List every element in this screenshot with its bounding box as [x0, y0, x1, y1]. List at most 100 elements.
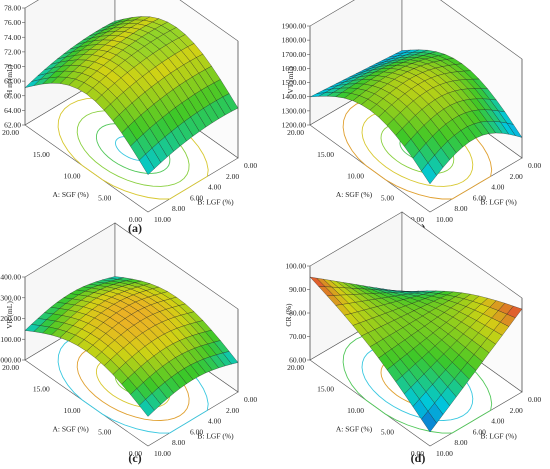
z-axis-label: CR (%) — [284, 303, 293, 327]
y-tick-label: 6.00 — [473, 427, 486, 436]
y-axis-label: B: LGF (%) — [197, 431, 234, 440]
z-tick-label: 1100.00 — [0, 335, 21, 344]
y-tick-label: 2.00 — [226, 172, 239, 181]
surface-mesh — [24, 276, 239, 417]
panel-caption: (c) — [128, 451, 141, 465]
x-axis-label: A: SGF (%) — [336, 424, 373, 433]
y-tick-label: 0.00 — [528, 395, 541, 404]
x-tick-label: 20.00 — [2, 128, 19, 137]
surface-cell — [421, 162, 437, 185]
y-tick-label: 4.00 — [208, 417, 221, 426]
z-tick-label: 1700.00 — [282, 50, 307, 59]
y-axis-label: B: LGF (%) — [480, 431, 517, 440]
y-tick-label: 4.00 — [491, 183, 504, 192]
z-tick-label: 76.00 — [4, 18, 21, 27]
z-axis-label: H m (mL) — [5, 64, 14, 95]
y-tick-label: 6.00 — [190, 193, 203, 202]
surface-mesh — [24, 16, 239, 175]
y-tick-label: 2.00 — [510, 172, 523, 181]
x-tick-label: 0.00 — [411, 449, 424, 458]
z-tick-label: 80.00 — [289, 309, 306, 318]
y-tick-label: 4.00 — [208, 183, 221, 192]
y-tick-label: 8.00 — [172, 204, 185, 213]
z-axis-label: VT (mL) — [286, 66, 295, 94]
z-tick-label: 1300.00 — [282, 106, 307, 115]
y-tick-label: 2.00 — [510, 406, 523, 415]
x-tick-label: 0.00 — [129, 215, 142, 224]
z-tick-label: 1400.00 — [282, 92, 307, 101]
x-tick-label: 0.00 — [411, 215, 424, 224]
contour-line — [76, 110, 190, 187]
z-tick-label: 64.00 — [4, 106, 21, 115]
surface-cell — [138, 399, 155, 417]
y-tick-label: 10.00 — [154, 215, 171, 224]
x-tick-label: 15.00 — [33, 385, 50, 394]
z-tick-label: 70.00 — [4, 62, 21, 71]
y-tick-label: 8.00 — [454, 204, 467, 213]
contour-line — [57, 97, 209, 200]
x-tick-label: 20.00 — [287, 363, 304, 372]
x-tick-label: 10.00 — [347, 172, 364, 181]
z-tick-label: 70.00 — [289, 332, 306, 341]
z-tick-label: 1900.00 — [282, 22, 307, 31]
y-tick-label: 4.00 — [491, 417, 504, 426]
panel-caption: (d) — [411, 451, 426, 465]
z-tick-label: 62.00 — [4, 121, 21, 130]
surface-plot-2: 1200.00 1300.00 1400.00 1500.00 1600.00 1700.… — [282, 0, 541, 235]
y-tick-label: 10.00 — [436, 215, 453, 224]
x-tick-label: 20.00 — [287, 128, 304, 137]
z-tick-label: 100.00 — [285, 262, 306, 271]
contour-line — [361, 345, 474, 421]
surface-plot-3: 1000.00 1100.00 1200.00 1300.00 1400.00 VR (m… — [0, 222, 257, 465]
surface-mesh — [309, 49, 523, 185]
z-tick-label: 66.00 — [4, 91, 21, 100]
z-tick-label: 1000.00 — [0, 356, 21, 365]
y-tick-label: 0.00 — [244, 161, 257, 170]
contour-line — [342, 332, 493, 434]
x-tick-label: 10.00 — [64, 406, 81, 415]
x-tick-label: 5.00 — [381, 193, 394, 202]
x-tick-label: 10.00 — [347, 406, 364, 415]
z-tick-label: 1300.00 — [0, 293, 21, 302]
y-tick-label: 0.00 — [244, 395, 257, 404]
contour-line — [361, 110, 474, 187]
z-tick-label: 1800.00 — [282, 36, 307, 45]
x-tick-label: 15.00 — [317, 150, 334, 159]
x-tick-label: 0.00 — [129, 449, 142, 458]
x-axis-label: A: SGF (%) — [336, 190, 373, 199]
surface-cell — [139, 153, 155, 175]
x-tick-label: 15.00 — [33, 150, 50, 159]
z-tick-label: 1600.00 — [282, 64, 307, 73]
x-tick-label: 20.00 — [2, 363, 19, 372]
z-tick-label: 1500.00 — [282, 78, 307, 87]
x-axis-label: A: SGF (%) — [53, 424, 90, 433]
x-axis-label: A: SGF (%) — [53, 190, 90, 199]
y-tick-label: 6.00 — [473, 193, 486, 202]
x-tick-label: 10.00 — [64, 172, 81, 181]
y-tick-label: 8.00 — [454, 438, 467, 447]
surface-mesh — [309, 276, 523, 433]
z-tick-label: 1400.00 — [0, 273, 21, 282]
panel-caption: (a) — [128, 221, 142, 235]
y-tick-label: 0.00 — [528, 161, 541, 170]
surface-plot-1: 62.00 64.00 66.00 68.00 70.00 72.00 74.00 76.00… — [2, 0, 257, 235]
z-tick-label: 72.00 — [4, 47, 21, 56]
y-axis-label: B: LGF (%) — [480, 197, 517, 206]
y-tick-label: 6.00 — [190, 427, 203, 436]
y-tick-label: 10.00 — [436, 449, 453, 458]
z-tick-label: 1200.00 — [0, 314, 21, 323]
x-tick-label: 15.00 — [317, 385, 334, 394]
z-tick-label: 74.00 — [4, 33, 21, 42]
y-tick-label: 10.00 — [154, 449, 171, 458]
surface-plot-4: 60.00 70.00 80.00 90.00 100.00 CR (%) 20.00 15.… — [284, 211, 541, 465]
surface-cell — [421, 410, 437, 433]
y-axis-label: B: LGF (%) — [197, 197, 234, 206]
z-axis-label: VR (mL) — [5, 301, 14, 329]
x-tick-label: 5.00 — [98, 428, 111, 437]
x-tick-label: 5.00 — [98, 193, 111, 202]
y-tick-label: 8.00 — [172, 438, 185, 447]
z-tick-label: 1200.00 — [282, 121, 307, 130]
contour-line — [342, 97, 493, 200]
z-tick-label: 78.00 — [4, 4, 21, 13]
